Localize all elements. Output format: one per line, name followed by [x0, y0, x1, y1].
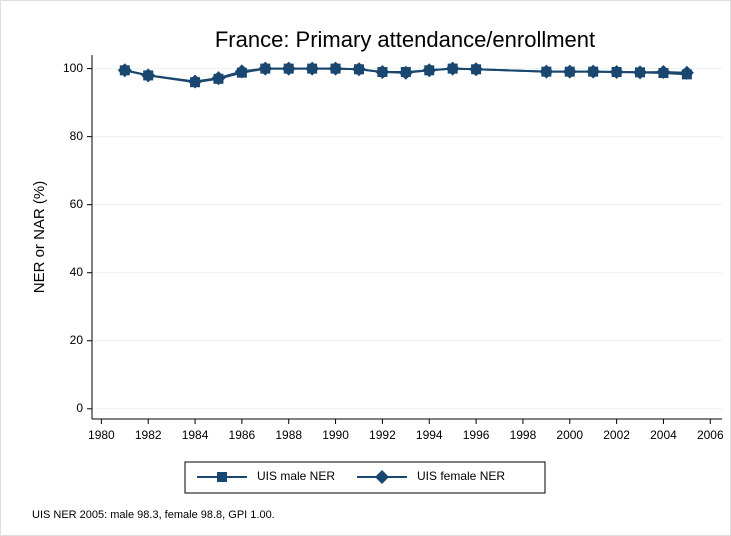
marker	[211, 71, 226, 86]
legend-marker	[375, 470, 389, 484]
x-tick-label: 1986	[229, 428, 256, 442]
marker	[398, 65, 413, 80]
marker	[539, 64, 554, 79]
marker	[586, 64, 601, 79]
marker	[305, 61, 320, 76]
x-tick-label: 1996	[463, 428, 490, 442]
chart-title: France: Primary attendance/enrollment	[215, 27, 595, 52]
y-tick-label: 0	[76, 401, 83, 415]
x-tick-label: 1992	[369, 428, 396, 442]
marker	[351, 62, 366, 77]
legend-label: UIS male NER	[257, 469, 335, 483]
legend-marker	[217, 472, 227, 482]
x-tick-label: 2000	[556, 428, 583, 442]
marker	[679, 65, 694, 80]
marker	[281, 61, 296, 76]
x-tick-label: 1980	[88, 428, 115, 442]
marker	[562, 64, 577, 79]
marker	[328, 61, 343, 76]
marker	[375, 65, 390, 80]
y-tick-label: 100	[63, 61, 83, 75]
y-axis-title: NER or NAR (%)	[31, 181, 48, 294]
marker	[633, 65, 648, 80]
x-tick-label: 2006	[697, 428, 724, 442]
x-tick-label: 1984	[182, 428, 209, 442]
marker	[656, 65, 671, 80]
y-tick-label: 40	[70, 265, 84, 279]
x-tick-label: 2004	[650, 428, 677, 442]
x-tick-label: 1988	[275, 428, 302, 442]
x-tick-label: 1994	[416, 428, 443, 442]
x-tick-label: 2002	[603, 428, 630, 442]
marker	[188, 74, 203, 89]
marker	[258, 61, 273, 76]
marker	[117, 63, 132, 78]
x-tick-label: 1998	[510, 428, 537, 442]
y-tick-label: 80	[70, 129, 84, 143]
legend-label: UIS female NER	[417, 469, 505, 483]
y-tick-label: 60	[70, 197, 84, 211]
marker	[609, 65, 624, 80]
marker	[422, 63, 437, 78]
marker	[445, 61, 460, 76]
x-tick-label: 1982	[135, 428, 162, 442]
x-tick-label: 1990	[322, 428, 349, 442]
series-line	[124, 67, 687, 83]
marker	[141, 68, 156, 83]
marker	[469, 62, 484, 77]
note: UIS NER 2005: male 98.3, female 98.8, GP…	[32, 509, 275, 521]
y-tick-label: 20	[70, 333, 84, 347]
marker	[234, 64, 249, 79]
